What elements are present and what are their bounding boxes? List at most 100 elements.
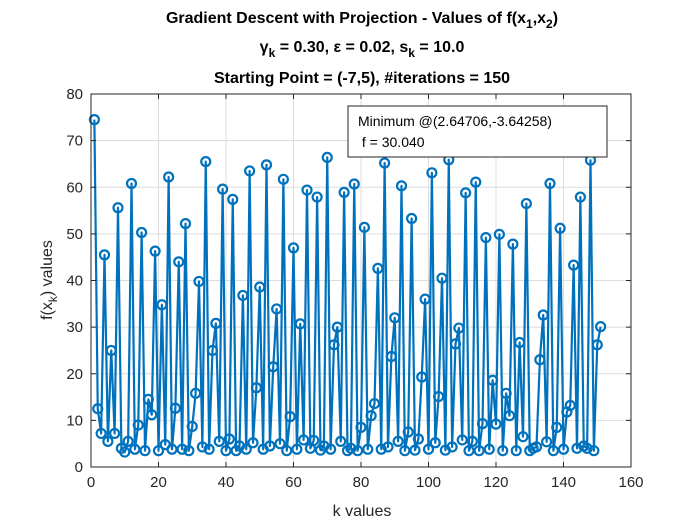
data-point	[385, 350, 397, 363]
data-point	[331, 321, 343, 333]
x-axis-label: k values	[333, 503, 392, 520]
x-tick-label: 60	[285, 474, 302, 491]
data-point	[507, 238, 519, 250]
data-point	[254, 281, 266, 293]
y-tick-label: 20	[66, 366, 83, 383]
legend-minimum-text: Minimum @(2.64706,-3.64258)	[358, 113, 552, 129]
data-point	[250, 382, 262, 394]
x-tick-label: 140	[551, 474, 576, 491]
data-point	[186, 420, 198, 433]
data-point	[541, 436, 553, 448]
data-point	[352, 445, 364, 457]
data-point	[301, 184, 313, 196]
data-point	[591, 339, 603, 351]
data-point	[122, 435, 134, 447]
data-point	[149, 245, 161, 257]
data-point	[129, 443, 141, 455]
data-point	[574, 191, 586, 203]
data-point	[362, 443, 374, 455]
data-point	[379, 157, 391, 169]
data-point	[267, 361, 279, 373]
data-point	[406, 212, 418, 225]
data-point	[132, 419, 144, 431]
x-tick-label: 40	[218, 474, 235, 491]
data-point	[473, 445, 485, 457]
y-tick-label: 0	[75, 459, 83, 476]
data-point	[355, 421, 367, 433]
y-tick-label: 40	[66, 273, 83, 290]
data-point	[530, 441, 543, 453]
data-point	[274, 438, 286, 450]
data-point	[173, 256, 185, 268]
data-point	[426, 167, 438, 179]
data-point	[493, 228, 505, 240]
data-point	[139, 445, 151, 457]
data-point	[456, 434, 468, 446]
data-point	[365, 410, 377, 422]
data-point	[176, 443, 188, 455]
data-point	[264, 440, 276, 452]
data-point	[136, 226, 148, 239]
data-point	[568, 259, 580, 271]
data-point	[557, 443, 570, 455]
data-point	[389, 312, 401, 324]
data-point	[433, 391, 445, 403]
data-point	[564, 399, 576, 412]
data-point	[554, 222, 566, 234]
data-point	[287, 242, 300, 254]
data-point	[98, 249, 111, 261]
data-point	[223, 433, 235, 445]
data-point	[460, 187, 472, 199]
chart-title-line2: γk = 0.30, ε = 0.02, sk = 10.0	[260, 39, 465, 60]
data-point	[294, 318, 306, 330]
data-point	[193, 275, 205, 288]
x-tick-label: 120	[483, 474, 508, 491]
data-point	[95, 427, 107, 440]
data-point	[271, 303, 283, 315]
data-point	[166, 443, 178, 455]
data-point	[206, 344, 219, 357]
data-point	[588, 445, 600, 457]
data-point	[146, 409, 158, 421]
data-point	[470, 176, 482, 188]
data-point	[220, 445, 232, 457]
data-point	[517, 431, 529, 443]
data-point	[487, 374, 499, 386]
data-point	[119, 446, 131, 458]
data-point	[277, 173, 289, 185]
data-point	[375, 443, 387, 455]
data-point	[281, 445, 293, 457]
data-point	[92, 403, 104, 415]
chart-title-line3: Starting Point = (-7,5), #iterations = 1…	[214, 70, 510, 87]
x-tick-label: 100	[416, 474, 441, 491]
data-point	[476, 418, 489, 430]
data-point	[260, 159, 273, 171]
data-point	[490, 418, 502, 430]
data-point	[497, 445, 509, 457]
y-tick-label: 60	[66, 179, 83, 196]
data-point	[453, 322, 465, 334]
data-point	[483, 443, 495, 455]
data-point	[399, 445, 411, 457]
data-point	[416, 371, 428, 383]
data-point	[335, 435, 347, 447]
data-point	[551, 421, 563, 433]
data-point	[412, 433, 424, 445]
data-point	[449, 338, 462, 350]
y-tick-label: 30	[66, 319, 83, 336]
data-point	[338, 186, 350, 198]
legend-box	[347, 105, 608, 158]
y-axis-label: f(xk) values	[39, 240, 60, 320]
data-point	[284, 411, 296, 423]
data-point	[520, 197, 532, 210]
data-point	[419, 293, 431, 305]
data-point	[217, 183, 229, 195]
data-point	[503, 410, 516, 422]
x-tick-label: 80	[353, 474, 370, 491]
data-point	[358, 221, 370, 233]
data-point	[244, 165, 256, 177]
x-tick-label: 20	[150, 474, 167, 491]
tick-group: 0 20 40 60 80 100 120 140 160 0 10 20 30 40 50 60 70 80	[66, 86, 643, 491]
data-point	[196, 441, 208, 453]
